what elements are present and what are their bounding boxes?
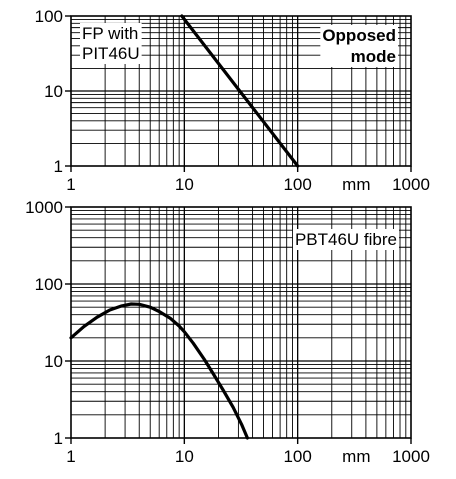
annotation-bg	[320, 25, 398, 67]
annotation-line: FP with	[82, 24, 138, 43]
x-tick-label: 100	[283, 447, 311, 466]
x-unit-label: mm	[342, 447, 370, 466]
annotation-line: Opposed	[322, 26, 396, 45]
annotation-fibre: PBT46U fibre	[292, 229, 399, 250]
annotation-bg	[80, 23, 142, 64]
plot-frame	[70, 206, 412, 439]
x-tick-label: 1000	[392, 447, 430, 466]
x-tick-label: 10	[175, 175, 194, 194]
y-tick-label: 1000	[25, 198, 63, 217]
annotation-line: PBT46U fibre	[295, 230, 397, 249]
x-tick-label: 1000	[392, 175, 430, 194]
x-tick-label: 100	[283, 175, 311, 194]
series-line	[180, 14, 300, 168]
annotation-mode: Opposed mode	[320, 25, 398, 67]
x-tick-label: 1	[66, 447, 75, 466]
x-unit-label: mm	[342, 175, 370, 194]
x-tick-label: 10	[175, 447, 194, 466]
annotation-line: PIT46U	[82, 44, 140, 63]
y-tick-label: 1	[54, 429, 63, 448]
annotation-bg	[292, 229, 399, 250]
y-tick-label: 100	[35, 7, 63, 26]
chart-2: 1 10 100 1000 1 10 100 1000 mm PBT46U fibre	[25, 198, 430, 467]
annotation-line: mode	[351, 47, 396, 66]
y-tick-label: 10	[44, 82, 63, 101]
series-line	[69, 302, 249, 440]
y-tick-label: 1	[54, 157, 63, 176]
x-unit-bg	[338, 175, 375, 195]
y-tick-label: 100	[35, 275, 63, 294]
grid	[71, 207, 411, 438]
x-unit-bg	[338, 447, 375, 467]
y-tick-label: 10	[44, 352, 63, 371]
x-tick-label: 1	[66, 175, 75, 194]
